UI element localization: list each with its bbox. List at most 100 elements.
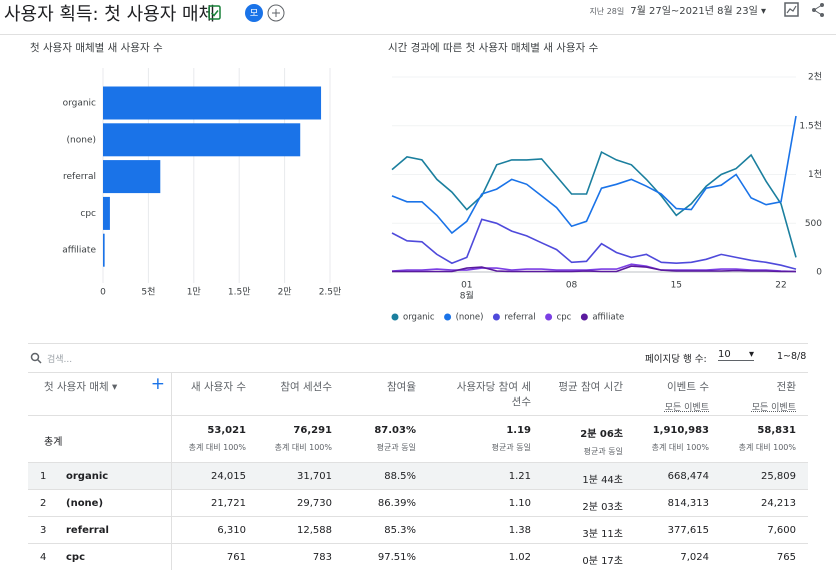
total-value: 53,021 bbox=[207, 425, 246, 436]
column-header: 참여율 bbox=[338, 373, 422, 416]
add-dimension[interactable]: + bbox=[150, 374, 165, 394]
metric-value: 814,313 bbox=[667, 498, 709, 509]
total-note: 평균과 동일 bbox=[583, 447, 623, 456]
legend-label: affiliate bbox=[592, 313, 624, 323]
metric-value: 1.10 bbox=[508, 498, 531, 509]
x-tick-label: 2만 bbox=[278, 287, 292, 298]
metric-cell: 1.10 bbox=[422, 490, 537, 517]
column-label[interactable]: 참여 세션수 bbox=[280, 381, 332, 393]
metric-value: 765 bbox=[776, 552, 796, 563]
bar bbox=[103, 196, 110, 230]
x-tick-label: 15 bbox=[671, 281, 682, 291]
column-header: 사용자당 참여 세션수 bbox=[422, 373, 537, 416]
metric-cell: 86.39% bbox=[338, 490, 422, 517]
divider bbox=[28, 343, 808, 344]
data-row: 1 organic 24,015 31,701 88.5% 1.21 1분 44초 668,4… bbox=[28, 462, 808, 490]
metric-cell: 668,474 bbox=[629, 463, 715, 490]
bar bbox=[103, 160, 161, 194]
legend-label: (none) bbox=[456, 313, 484, 323]
rank: 1 bbox=[40, 471, 47, 482]
add-button[interactable] bbox=[267, 4, 285, 22]
metric-cell: 97.51% bbox=[338, 544, 422, 570]
column-label[interactable]: 첫 사용자 매체 bbox=[44, 381, 109, 393]
metric-value: 761 bbox=[226, 552, 246, 563]
line-series bbox=[391, 115, 797, 235]
total-value: 87.03% bbox=[374, 425, 416, 436]
metric-cell: 31,701 bbox=[252, 463, 338, 490]
dimension-cell: 4 cpc bbox=[28, 544, 172, 570]
dimension-cell: 2 (none) bbox=[28, 490, 172, 517]
trend bbox=[786, 5, 797, 14]
total-text: 총계 bbox=[44, 437, 63, 448]
total-value: 76,291 bbox=[293, 425, 332, 436]
total-cell: 53,021 총계 대비 100% bbox=[172, 416, 252, 463]
legend-swatch bbox=[444, 313, 452, 321]
metric-value: 97.51% bbox=[377, 552, 416, 563]
metric-cell: 24,015 bbox=[172, 463, 252, 490]
rank: 2 bbox=[40, 498, 47, 509]
x-tick-label: 2.5만 bbox=[319, 287, 342, 298]
compare-icon[interactable] bbox=[784, 2, 799, 17]
total-label: 총계 bbox=[28, 416, 172, 463]
metric-cell: 3분 11초 bbox=[537, 517, 629, 544]
total-cell: 1.19 평균과 동일 bbox=[422, 416, 537, 463]
avatar[interactable] bbox=[245, 4, 263, 22]
check bbox=[210, 10, 219, 17]
x-tick-label: 1만 bbox=[187, 287, 201, 298]
column-label[interactable]: 사용자당 참여 세션수 bbox=[456, 381, 531, 408]
column-label[interactable]: 전환 bbox=[776, 381, 796, 393]
x-tick-label: 0 bbox=[100, 288, 106, 298]
total-note: 총계 대비 100% bbox=[188, 443, 246, 452]
metric-cell: 6,310 bbox=[172, 517, 252, 544]
y-tick-label: 1천 bbox=[808, 169, 822, 180]
date-range[interactable]: 지난 28일 7월 27일~2021년 8월 23일 ▾ bbox=[589, 6, 766, 17]
bar-chart-title: 첫 사용자 매체별 새 사용자 수 bbox=[30, 42, 163, 54]
metric-cell: 783 bbox=[252, 544, 338, 570]
x-tick-label: 1.5만 bbox=[228, 287, 251, 298]
metric-value: 6,310 bbox=[217, 525, 246, 536]
metric-cell: 7,024 bbox=[629, 544, 715, 570]
total-note: 총계 대비 100% bbox=[274, 443, 332, 452]
metric-value: 2분 03초 bbox=[582, 502, 623, 513]
bar bbox=[103, 86, 322, 120]
metric-value: 0분 17초 bbox=[582, 556, 623, 567]
header-actions bbox=[784, 2, 824, 17]
metric-cell: 2분 03초 bbox=[537, 490, 629, 517]
header-row: 첫 사용자 매체 ▾ + 새 사용자 수 참여 세션수 참여율 사용자당 참여 세션수 평균… bbox=[28, 372, 808, 416]
column-label[interactable]: 이벤트 수 bbox=[667, 381, 709, 393]
total-row: 총계 53,021 총계 대비 100% 76,291 총계 대비 100% 87.03%… bbox=[28, 415, 808, 463]
search-input[interactable]: 검색... bbox=[47, 355, 73, 365]
metric-value: 1.02 bbox=[508, 552, 531, 563]
metric-value: 377,615 bbox=[667, 525, 709, 536]
column-label[interactable]: 새 사용자 수 bbox=[191, 381, 246, 393]
total-cell: 87.03% 평균과 동일 bbox=[338, 416, 422, 463]
title-icons: 모 bbox=[208, 4, 285, 22]
y-tick-label: 500 bbox=[805, 219, 822, 229]
metric-value: 21,721 bbox=[211, 498, 246, 509]
column-label[interactable]: 평균 참여 시간 bbox=[558, 381, 623, 393]
data-row: 2 (none) 21,721 29,730 86.39% 1.10 2분 03초 814,3… bbox=[28, 489, 808, 517]
total-note: 총계 대비 100% bbox=[738, 443, 796, 452]
metric-value: 24,213 bbox=[761, 498, 796, 509]
metric-cell: 1분 44초 bbox=[537, 463, 629, 490]
metric-value: 25,809 bbox=[761, 471, 796, 482]
column-label[interactable]: 참여율 bbox=[387, 381, 416, 393]
metric-value: 1.21 bbox=[508, 471, 531, 482]
column-sub[interactable]: 모든 이벤트 bbox=[664, 403, 709, 413]
status-icon bbox=[208, 5, 221, 20]
total-note: 총계 대비 100% bbox=[651, 443, 709, 452]
divider bbox=[0, 34, 836, 35]
dimension-value: cpc bbox=[66, 552, 86, 563]
total-cell: 2분 06초 평균과 동일 bbox=[537, 416, 629, 463]
column-sub[interactable]: 모든 이벤트 bbox=[751, 403, 796, 413]
metric-cell: 1.38 bbox=[422, 517, 537, 544]
total-value: 1,910,983 bbox=[652, 425, 709, 436]
y-tick-label: 2천 bbox=[808, 72, 822, 83]
x-tick-label: 22 bbox=[775, 281, 786, 291]
total-value: 58,831 bbox=[757, 425, 796, 436]
metric-value: 783 bbox=[312, 552, 332, 563]
rows-per-page-select[interactable]: 10 ▾ bbox=[718, 349, 754, 361]
date-text: 7월 27일~2021년 8월 23일 bbox=[630, 6, 758, 17]
column-header: 새 사용자 수 bbox=[172, 373, 252, 416]
